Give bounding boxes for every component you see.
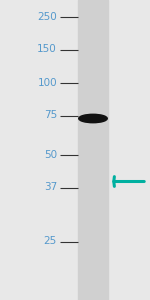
Text: 75: 75 (44, 110, 57, 121)
Text: 150: 150 (37, 44, 57, 55)
Bar (78, 0, 108, 300)
Text: 50: 50 (44, 149, 57, 160)
Text: 100: 100 (37, 77, 57, 88)
Ellipse shape (79, 114, 107, 123)
Text: 37: 37 (44, 182, 57, 193)
Text: 25: 25 (44, 236, 57, 247)
Text: 250: 250 (37, 11, 57, 22)
